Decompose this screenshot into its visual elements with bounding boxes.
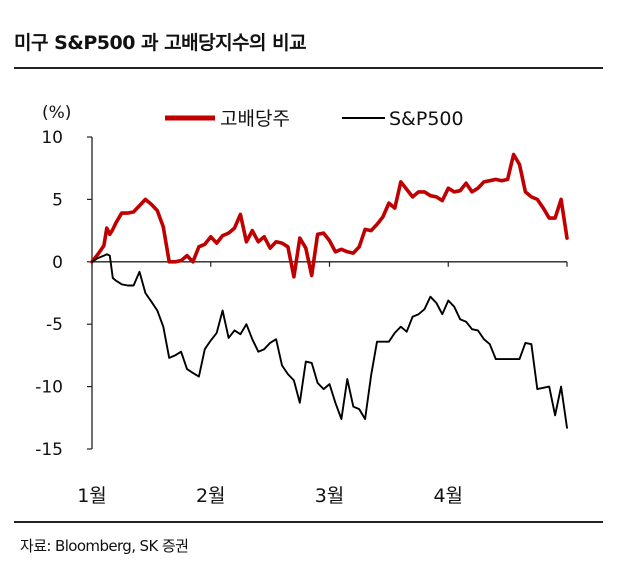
chart-axes [91, 137, 567, 449]
x-tick-label: 2월 [196, 485, 226, 507]
x-tick-label: 3월 [315, 485, 345, 507]
y-tick-label: -10 [35, 378, 63, 398]
line-chart: 10 5 0 -5 -10 -15 (%) 1월 2월 3월 4월 고배당주 S&P500 [35, 103, 569, 507]
title-divider [14, 67, 603, 69]
y-axis-ticks: 10 5 0 -5 -10 -15 (%) [35, 103, 92, 460]
y-tick-label: 5 [52, 190, 63, 210]
legend-label-high-dividend: 고배당주 [220, 108, 290, 130]
source-note: 자료: Bloomberg, SK 증권 [20, 537, 189, 555]
series-lines [90, 152, 569, 429]
high-dividend-line [90, 152, 569, 279]
y-tick-label: -5 [46, 315, 63, 335]
x-tick-label: 4월 [433, 485, 463, 507]
legend-label-sp500: S&P500 [389, 108, 464, 130]
footer-divider [14, 521, 603, 523]
chart-title: 미구 S&P500 과 고배당지수의 비교 [14, 32, 307, 54]
y-tick-label: -15 [35, 440, 63, 460]
x-tick-label: 1월 [77, 485, 107, 507]
y-unit-label: (%) [42, 103, 71, 123]
sp500-line [91, 253, 568, 429]
y-tick-label: 0 [52, 253, 63, 273]
chart-legend: 고배당주 S&P500 [165, 108, 464, 130]
x-axis-ticks: 1월 2월 3월 4월 [77, 261, 568, 507]
y-tick-label: 10 [41, 128, 63, 148]
